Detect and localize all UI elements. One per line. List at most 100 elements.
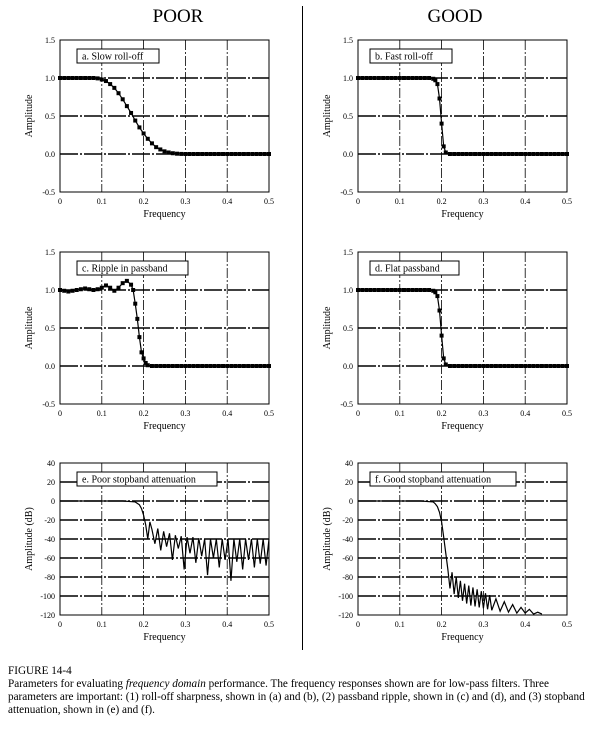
x-tick-label: 0.3 [180, 409, 190, 418]
x-tick-label: 0 [356, 409, 360, 418]
data-point [422, 288, 427, 292]
data-point [560, 364, 565, 368]
data-point [477, 152, 482, 156]
plot-frame [59, 39, 270, 193]
panel-label: b. Fast roll-off [375, 52, 434, 63]
data-point [418, 288, 423, 292]
data-point [208, 152, 213, 156]
data-point [120, 97, 125, 102]
y-tick-label: 40 [47, 459, 55, 468]
x-tick-label: 0.3 [478, 620, 488, 629]
data-point [389, 76, 394, 80]
data-point [133, 301, 138, 306]
data-point [397, 288, 402, 292]
data-point [70, 76, 75, 80]
data-point [510, 152, 515, 156]
data-point [204, 152, 209, 156]
y-tick-label: -0.5 [42, 188, 55, 197]
data-point [397, 76, 402, 80]
data-point [70, 288, 75, 293]
data-point [381, 288, 386, 292]
data-point [179, 151, 184, 156]
data-point [502, 364, 507, 368]
data-point [502, 152, 507, 156]
caption-text-after: performance. The frequency responses sho… [8, 678, 585, 716]
y-tick-label: -80 [44, 573, 55, 582]
y-tick-label: -80 [342, 573, 353, 582]
x-tick-label: 0.4 [222, 409, 232, 418]
data-point [175, 364, 180, 368]
y-tick-label: -120 [40, 611, 55, 620]
chart-ripple-passband: 1.5 1.0 0.5 0.0 -0.50 0.1 0.2 0.3 0.4 0.5 c. Rippl… [24, 248, 274, 432]
x-tick-label: 0.4 [222, 197, 232, 206]
data-point [485, 364, 490, 368]
column-divider [302, 6, 303, 650]
data-point [468, 152, 473, 156]
data-point [376, 76, 381, 80]
x-tick-label: 0.4 [520, 620, 530, 629]
data-point [385, 76, 390, 80]
panel-label: d. Flat passband [375, 264, 440, 275]
data-point [410, 76, 415, 80]
data-point [456, 364, 461, 368]
data-point [452, 152, 457, 156]
plot-frame [357, 39, 568, 193]
y-tick-label: 0 [349, 497, 353, 506]
data-point [87, 76, 92, 80]
x-tick-label: 0.1 [97, 620, 107, 629]
x-axis-label: Frequency [143, 421, 185, 432]
panel-label-box [76, 471, 218, 487]
data-point [531, 364, 536, 368]
data-point [460, 152, 465, 156]
data-point [154, 364, 159, 368]
data-point [410, 288, 415, 292]
data-point [141, 131, 146, 136]
y-tick-label: 20 [345, 478, 353, 487]
x-tick-label: 0 [58, 197, 62, 206]
y-tick-label: 0.0 [45, 150, 55, 159]
x-axis-label: Frequency [143, 632, 185, 643]
data-point [74, 288, 79, 292]
y-tick-label: 1.5 [343, 36, 353, 45]
data-point [556, 152, 561, 156]
panel-label-box [76, 48, 160, 64]
data-point [506, 364, 511, 368]
data-point [233, 364, 238, 368]
data-point [544, 364, 549, 368]
data-point [208, 364, 213, 368]
data-point [439, 333, 444, 338]
data-point [548, 152, 553, 156]
data-point [565, 364, 569, 368]
y-tick-label: 1.0 [343, 286, 353, 295]
data-point [212, 364, 217, 368]
data-point [149, 141, 154, 146]
data-point [262, 364, 267, 368]
x-axis-label: Frequency [441, 632, 483, 643]
x-tick-label: 0.5 [562, 197, 572, 206]
data-point [531, 152, 536, 156]
data-point [368, 288, 373, 292]
data-point [468, 364, 473, 368]
data-point [99, 77, 104, 82]
x-tick-label: 0.1 [395, 409, 405, 418]
data-point [427, 76, 432, 80]
y-axis-label: Amplitude [322, 306, 333, 349]
data-point [489, 364, 494, 368]
data-point [498, 152, 503, 156]
data-point [493, 364, 498, 368]
data-point [473, 364, 478, 368]
data-point [539, 364, 544, 368]
data-point [393, 288, 398, 292]
x-tick-label: 0.1 [395, 620, 405, 629]
data-point [137, 335, 142, 340]
y-tick-label: -20 [44, 516, 55, 525]
figure-number: FIGURE 14-4 [8, 665, 72, 677]
data-point [364, 288, 369, 292]
data-point [548, 364, 553, 368]
data-point [108, 285, 113, 290]
data-point [360, 288, 365, 292]
y-axis-label: Amplitude [24, 94, 35, 137]
data-point [200, 152, 205, 156]
y-tick-label: 0 [51, 497, 55, 506]
data-point [464, 152, 469, 156]
